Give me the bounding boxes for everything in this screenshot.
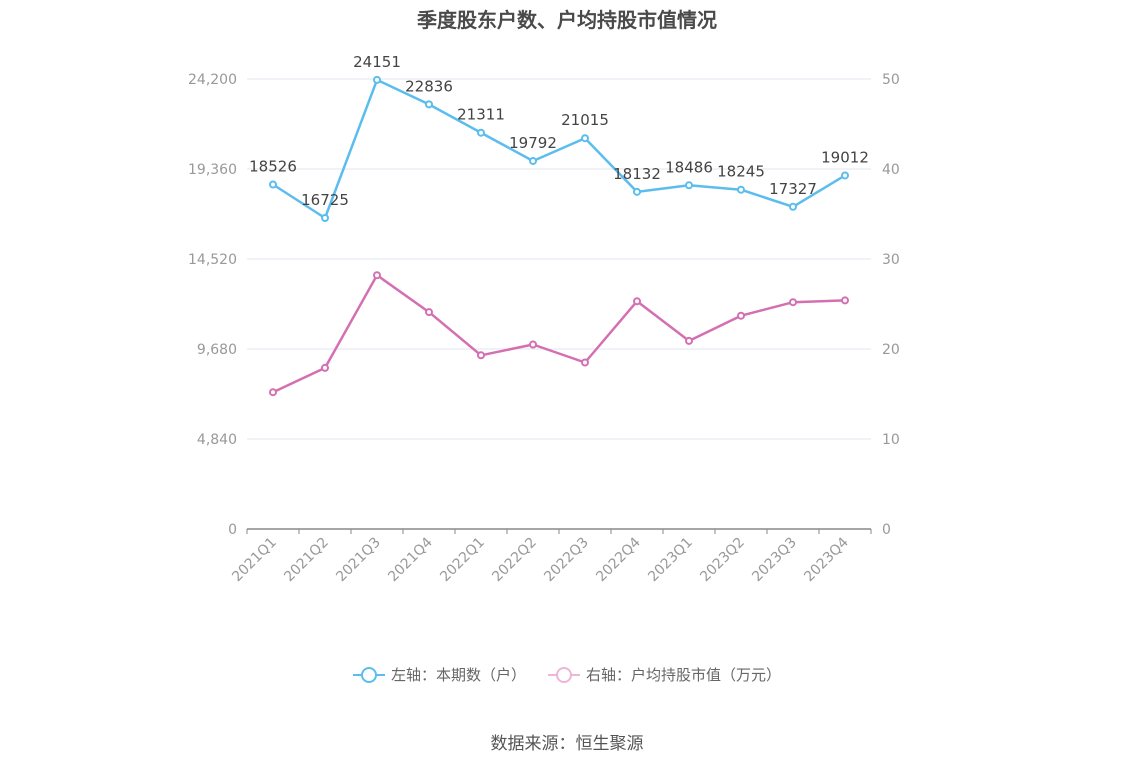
point-households: [633, 187, 641, 196]
point-avg-value: [269, 388, 277, 397]
data-label: 16725: [301, 191, 349, 209]
x-tick-label: 2022Q2: [489, 535, 540, 586]
left-tick-label: 24,200: [188, 72, 237, 88]
line-chart: 0 0 4,840 10 9,680 20 14,520 30 19,360 40 24,200 50…: [188, 53, 900, 586]
x-tick-label: 2022Q3: [541, 535, 592, 586]
left-tick-label: 19,360: [188, 162, 237, 178]
x-tick-label: 2022Q1: [437, 535, 488, 586]
data-label: 18132: [613, 165, 661, 183]
x-tick-label: 2021Q2: [281, 535, 332, 586]
x-tick-label: 2023Q2: [697, 535, 748, 586]
point-households: [529, 156, 537, 165]
data-label: 22836: [405, 77, 453, 95]
data-label: 18486: [665, 158, 713, 176]
x-tick-label: 2022Q4: [593, 534, 644, 585]
legend-swatch-households: [352, 665, 385, 685]
chart-title: 季度股东户数、户均持股市值情况: [417, 8, 717, 32]
point-avg-value: [685, 336, 693, 345]
point-households: [477, 128, 485, 137]
point-households: [685, 181, 693, 190]
point-households: [269, 180, 277, 189]
point-households: [841, 171, 849, 180]
legend: 左轴：本期数（户） 右轴：户均持股市值（万元）: [0, 664, 1134, 685]
left-tick-label: 14,520: [188, 252, 237, 268]
legend-item-households[interactable]: 左轴：本期数（户）: [352, 664, 526, 685]
left-tick-label: 0: [228, 522, 237, 538]
data-label: 17327: [769, 180, 817, 198]
data-label: 21311: [457, 106, 505, 124]
data-label: 21015: [561, 111, 609, 129]
point-households: [425, 100, 433, 109]
x-tick-label: 2021Q3: [333, 535, 384, 586]
series-line-households: [272, 78, 846, 220]
point-avg-value: [529, 340, 537, 349]
right-tick-label: 40: [882, 162, 900, 178]
x-tick-label: 2023Q1: [645, 535, 696, 586]
x-tick-label: 2023Q3: [749, 535, 800, 586]
x-tick-label: 2023Q4: [801, 534, 852, 585]
right-tick-label: 0: [882, 522, 891, 538]
point-avg-value: [737, 311, 745, 320]
point-avg-value: [789, 298, 797, 307]
point-households: [321, 213, 329, 222]
point-avg-value: [633, 297, 641, 306]
x-tick-label: 2021Q4: [385, 534, 436, 585]
x-tick-label: 2021Q1: [229, 535, 280, 586]
point-households: [789, 202, 797, 211]
data-label: 19792: [509, 134, 557, 152]
point-avg-value: [841, 296, 849, 305]
left-tick-label: 9,680: [197, 342, 237, 358]
right-tick-label: 20: [882, 342, 900, 358]
data-label: 24151: [353, 53, 401, 71]
data-label: 18245: [717, 163, 765, 181]
source-note: 数据来源：恒生聚源: [490, 734, 644, 754]
data-label: 19012: [821, 148, 869, 166]
legend-item-avg-value[interactable]: 右轴：户均持股市值（万元）: [548, 664, 781, 685]
right-tick-label: 50: [882, 72, 900, 88]
point-households: [581, 134, 589, 143]
series: [269, 75, 849, 397]
right-tick-label: 30: [882, 252, 900, 268]
point-avg-value: [425, 308, 433, 317]
grid-lines: [247, 78, 871, 440]
point-avg-value: [477, 351, 485, 360]
point-avg-value: [321, 363, 329, 372]
point-households: [737, 185, 745, 194]
left-tick-label: 4,840: [197, 432, 237, 448]
point-avg-value: [581, 358, 589, 367]
right-tick-label: 10: [882, 432, 900, 448]
point-households: [373, 75, 381, 84]
legend-label-avg-value: 右轴：户均持股市值（万元）: [586, 666, 782, 684]
point-avg-value: [373, 271, 381, 280]
legend-swatch-avg-value: [548, 665, 580, 685]
series-line-avg-value: [272, 273, 846, 394]
data-label: 18526: [249, 158, 297, 176]
legend-label-households: 左轴：本期数（户）: [390, 666, 526, 684]
